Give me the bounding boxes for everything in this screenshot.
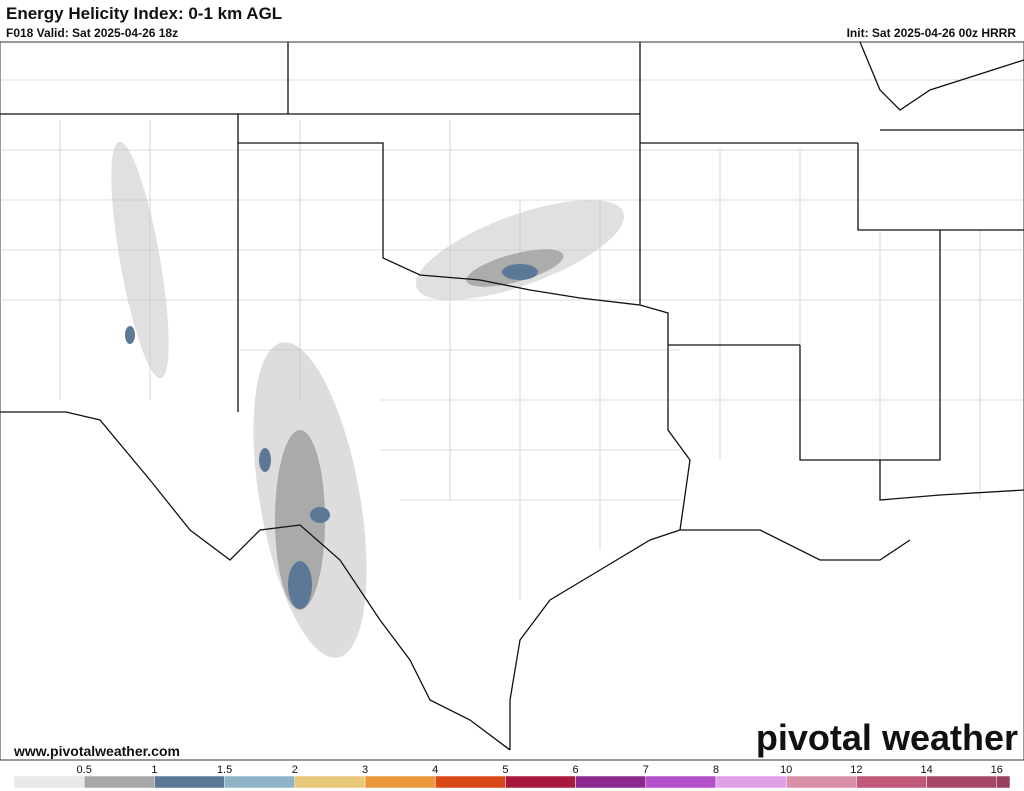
valid-time: F018 Valid: Sat 2025-04-26 18z bbox=[6, 26, 178, 40]
colorbar-label: 8 bbox=[713, 764, 719, 776]
colorbar-label: 16 bbox=[991, 764, 1003, 776]
colorbar-swatch bbox=[434, 775, 506, 789]
colorbar-label: 10 bbox=[780, 764, 792, 776]
colorbar-label: 0.5 bbox=[77, 764, 92, 776]
precip-field bbox=[111, 141, 625, 658]
colorbar-label: 2 bbox=[292, 764, 298, 776]
colorbar-label: 1 bbox=[151, 764, 157, 776]
colorbar-label: 14 bbox=[920, 764, 932, 776]
map bbox=[0, 41, 1024, 761]
colorbar-swatch bbox=[505, 775, 576, 789]
colorbar-swatch bbox=[13, 775, 85, 789]
state-borders bbox=[0, 41, 1024, 751]
colorbar-swatch bbox=[996, 775, 1011, 789]
colorbar-label: 12 bbox=[850, 764, 862, 776]
county-grid bbox=[0, 79, 1024, 600]
title: Energy Helicity Index: 0-1 km AGL bbox=[6, 4, 282, 23]
colorbar-swatch bbox=[294, 775, 366, 789]
colorbar-swatch bbox=[83, 775, 155, 789]
colorbar-swatch bbox=[856, 775, 927, 789]
colorbar-swatch bbox=[154, 775, 225, 789]
init-time: Init: Sat 2025-04-26 00z HRRR bbox=[847, 26, 1017, 40]
website: www.pivotalweather.com bbox=[13, 743, 180, 759]
logo: pivotal weather bbox=[756, 717, 1018, 758]
colorbar-swatch bbox=[715, 775, 787, 789]
map-frame bbox=[0, 41, 1024, 761]
colorbar-swatch bbox=[645, 775, 717, 789]
colorbar-swatch bbox=[364, 775, 436, 789]
colorbar-label: 5 bbox=[502, 764, 508, 776]
colorbar-label: 6 bbox=[573, 764, 579, 776]
colorbar-label: 3 bbox=[362, 764, 368, 776]
colorbar-label: 4 bbox=[432, 764, 438, 776]
colorbar-label: 7 bbox=[643, 764, 649, 776]
colorbar: 0.5 1 1.5 2 3 4 5 6 7 8 10 12 14 16 bbox=[13, 764, 1011, 789]
colorbar-swatch bbox=[575, 775, 647, 789]
colorbar-label: 1.5 bbox=[217, 764, 232, 776]
colorbar-swatch bbox=[926, 775, 998, 789]
colorbar-swatch bbox=[785, 775, 857, 789]
colorbar-swatch bbox=[224, 775, 296, 789]
